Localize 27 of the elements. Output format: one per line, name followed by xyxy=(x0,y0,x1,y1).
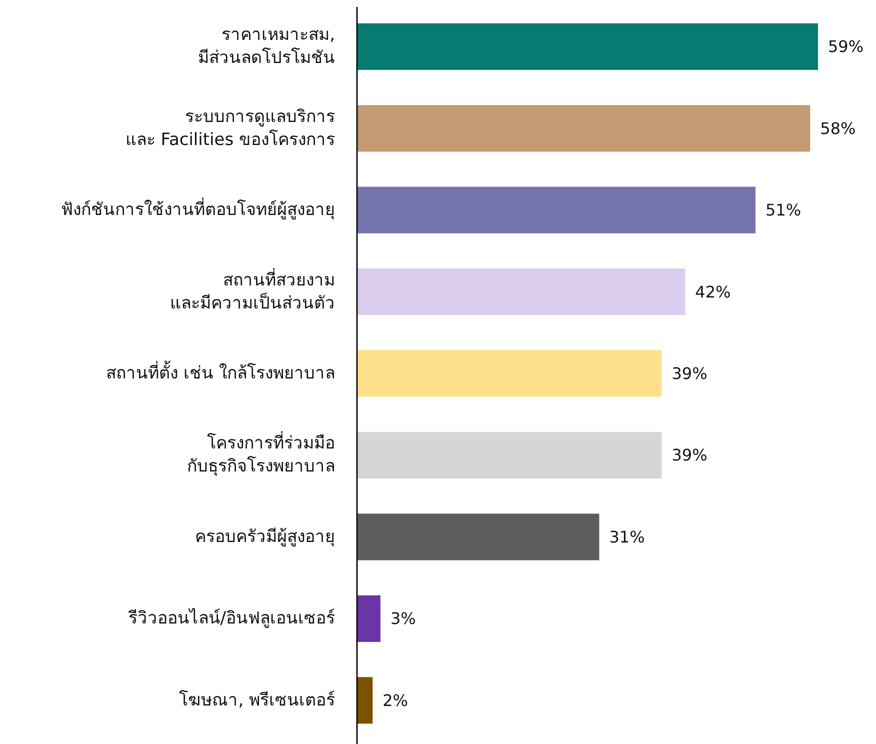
y-tick-label: สถานที่ตั้ง เช่น ใกล้โรงพยาบาล xyxy=(106,360,335,384)
y-tick-label: โครงการที่ร่วมมือ กับธุรกิจโรงพยาบาล xyxy=(187,430,335,477)
y-tick-label: ราคาเหมาะสม, มีส่วนลดโปรโมชัน xyxy=(198,25,335,68)
y-tick-label: โฆษณา, พรีเซนเตอร์ xyxy=(179,689,335,710)
data-label: 31% xyxy=(609,527,645,546)
data-label: 42% xyxy=(695,282,731,302)
bar xyxy=(357,186,756,234)
data-label: 2% xyxy=(382,690,408,710)
y-tick-label: สถานที่สวยงาม และมีความเป็นส่วนตัว xyxy=(170,267,335,314)
bar xyxy=(357,350,662,397)
data-label: 51% xyxy=(765,200,802,220)
bar xyxy=(357,432,662,479)
data-label: 39% xyxy=(672,446,708,465)
bar xyxy=(357,23,818,70)
bar xyxy=(357,677,373,724)
data-label: 39% xyxy=(672,364,708,383)
bar xyxy=(357,595,380,642)
bar xyxy=(357,268,686,316)
y-tick-label: ครอบครัวมีผู้สูงอายุ xyxy=(195,526,335,547)
data-label: 3% xyxy=(390,609,416,628)
bar xyxy=(357,105,810,152)
y-tick-label: ระบบการดูแลบริการ และ Facilities ของโครงการ xyxy=(125,106,335,150)
y-tick-label: รีวิวออนไลน์/อินฟลูเอนเซอร์ xyxy=(127,608,335,629)
data-label: 58% xyxy=(820,118,856,138)
y-tick-label: ฟังก์ชันการใช้งานที่ตอบโจทย์ผู้สูงอายุ xyxy=(61,197,335,220)
bar xyxy=(357,514,600,560)
data-label: 59% xyxy=(828,37,864,56)
